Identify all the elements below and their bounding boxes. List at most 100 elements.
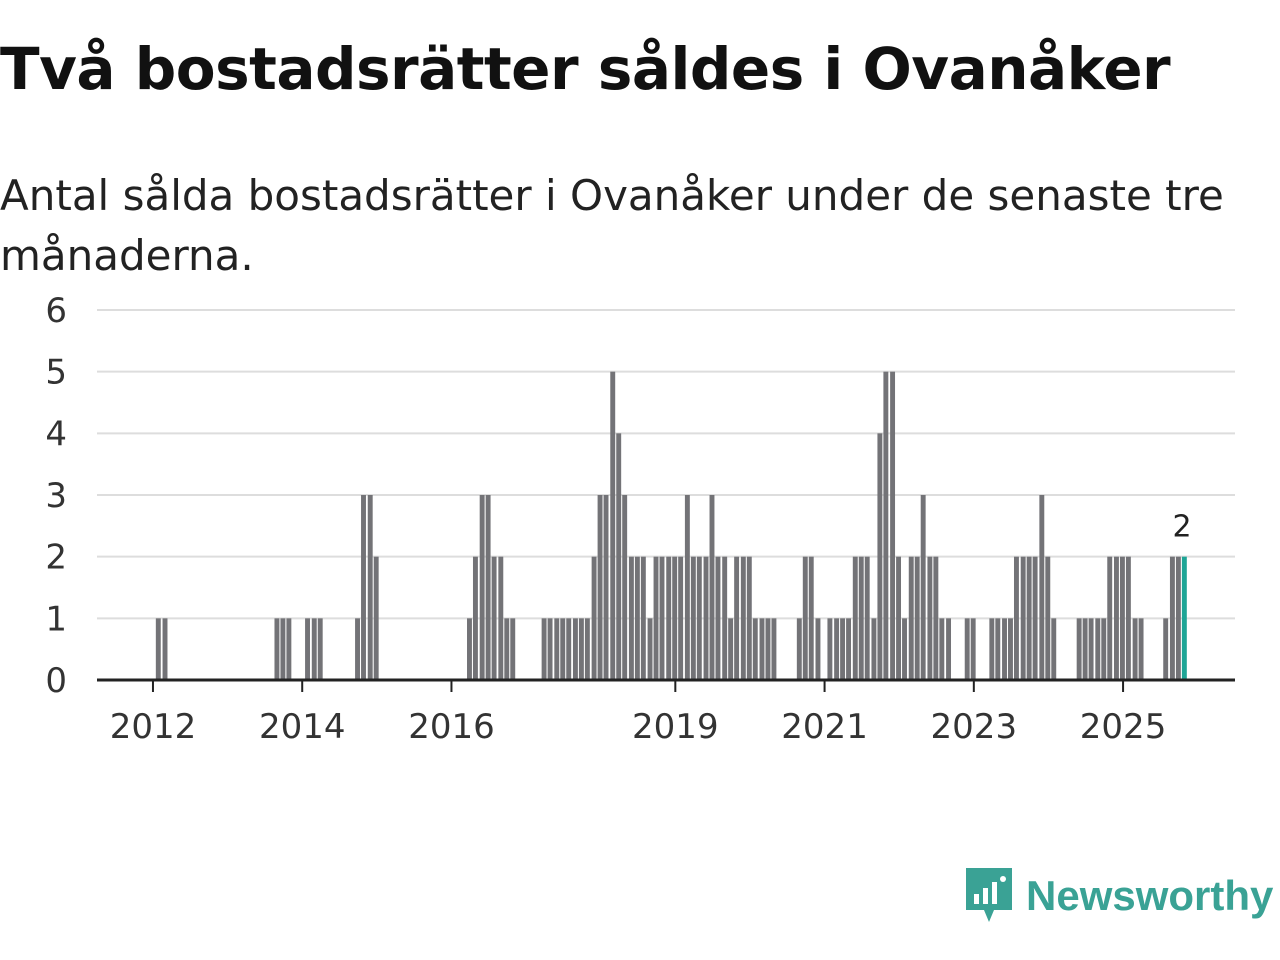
x-tick-label: 2012 (110, 707, 197, 747)
bar (890, 371, 896, 680)
bar (759, 618, 765, 680)
y-tick-label: 1 (45, 599, 67, 639)
bar (1051, 618, 1057, 680)
bar (771, 618, 777, 680)
bar (1125, 556, 1131, 680)
bar (1101, 618, 1107, 680)
bar (796, 618, 802, 680)
bar (311, 618, 317, 680)
bar (584, 618, 590, 680)
bar (840, 618, 846, 680)
bar (989, 618, 995, 680)
bar (933, 556, 939, 680)
bar (722, 556, 728, 680)
x-tick-label: 2014 (259, 707, 346, 747)
bar (472, 556, 478, 680)
bar (883, 371, 889, 680)
bar (1175, 556, 1181, 680)
bar (603, 495, 609, 680)
bar (1169, 556, 1175, 680)
y-axis: 0 1 2 3 4 5 6 (45, 291, 67, 701)
bar (740, 556, 746, 680)
bar (970, 618, 976, 680)
bar (715, 556, 721, 680)
bar (1132, 618, 1138, 680)
bar (877, 433, 883, 680)
bar (361, 495, 366, 680)
x-tick-label: 2025 (1080, 707, 1167, 747)
bar (491, 556, 497, 680)
bar (672, 556, 678, 680)
newsworthy-logo-icon (966, 868, 1012, 922)
bar (162, 618, 168, 680)
bar (1039, 495, 1045, 680)
bar (908, 556, 914, 680)
bar (504, 618, 510, 680)
bar (815, 618, 821, 680)
annotations: 2 (1172, 510, 1191, 545)
bar (1095, 618, 1101, 680)
bar (591, 556, 597, 680)
bar (510, 618, 516, 680)
bar (684, 495, 690, 680)
bar (616, 433, 622, 680)
brand-name: Newsworthy (1026, 872, 1274, 919)
bar (709, 495, 715, 680)
y-tick-label: 0 (45, 661, 67, 701)
bar (871, 618, 877, 680)
bar (834, 618, 840, 680)
bar (1163, 618, 1169, 680)
bar (703, 556, 709, 680)
bar (541, 618, 547, 680)
bar (610, 371, 616, 680)
bar (1013, 556, 1019, 680)
bar (995, 618, 1001, 680)
bar (852, 556, 858, 680)
bar (802, 556, 808, 680)
bar (286, 618, 292, 680)
bar (690, 556, 696, 680)
y-tick-label: 2 (45, 538, 67, 578)
bar (896, 556, 902, 680)
bar (1032, 556, 1038, 680)
chart-title: Två bostadsrätter såldes i Ovanåker (0, 35, 1171, 103)
bar (634, 556, 640, 680)
bar (566, 618, 572, 680)
bar (827, 618, 833, 680)
bar (846, 618, 852, 680)
bar (1076, 618, 1082, 680)
bar (902, 618, 907, 680)
x-tick-label: 2023 (931, 707, 1018, 747)
bar (808, 556, 814, 680)
x-tick-label: 2021 (781, 707, 868, 747)
bar (728, 618, 734, 680)
bar (914, 556, 920, 680)
bar (547, 618, 553, 680)
bar (640, 556, 646, 680)
bar (467, 618, 472, 680)
grid-lines (97, 309, 1235, 620)
bar (1088, 618, 1094, 680)
bar (305, 618, 310, 680)
bar (317, 618, 323, 680)
bar (920, 495, 926, 680)
bar-highlight (1181, 556, 1187, 680)
last-value-label: 2 (1172, 510, 1191, 545)
bar (560, 618, 566, 680)
bar (765, 618, 771, 680)
bar (734, 556, 740, 680)
bar (479, 495, 485, 680)
x-tick-label: 2019 (632, 707, 719, 747)
newsworthy-logo: Newsworthy (964, 866, 1273, 926)
bar (622, 495, 628, 680)
bar (1008, 618, 1013, 680)
bar (864, 556, 870, 680)
bar (355, 618, 360, 680)
x-tick-label: 2016 (408, 707, 495, 747)
bar (1082, 618, 1088, 680)
bar (746, 556, 752, 680)
bar (597, 495, 603, 680)
bar (367, 495, 373, 680)
bar (659, 556, 665, 680)
x-axis: 2012 2014 2016 2019 2021 2023 2025 (97, 678, 1235, 747)
